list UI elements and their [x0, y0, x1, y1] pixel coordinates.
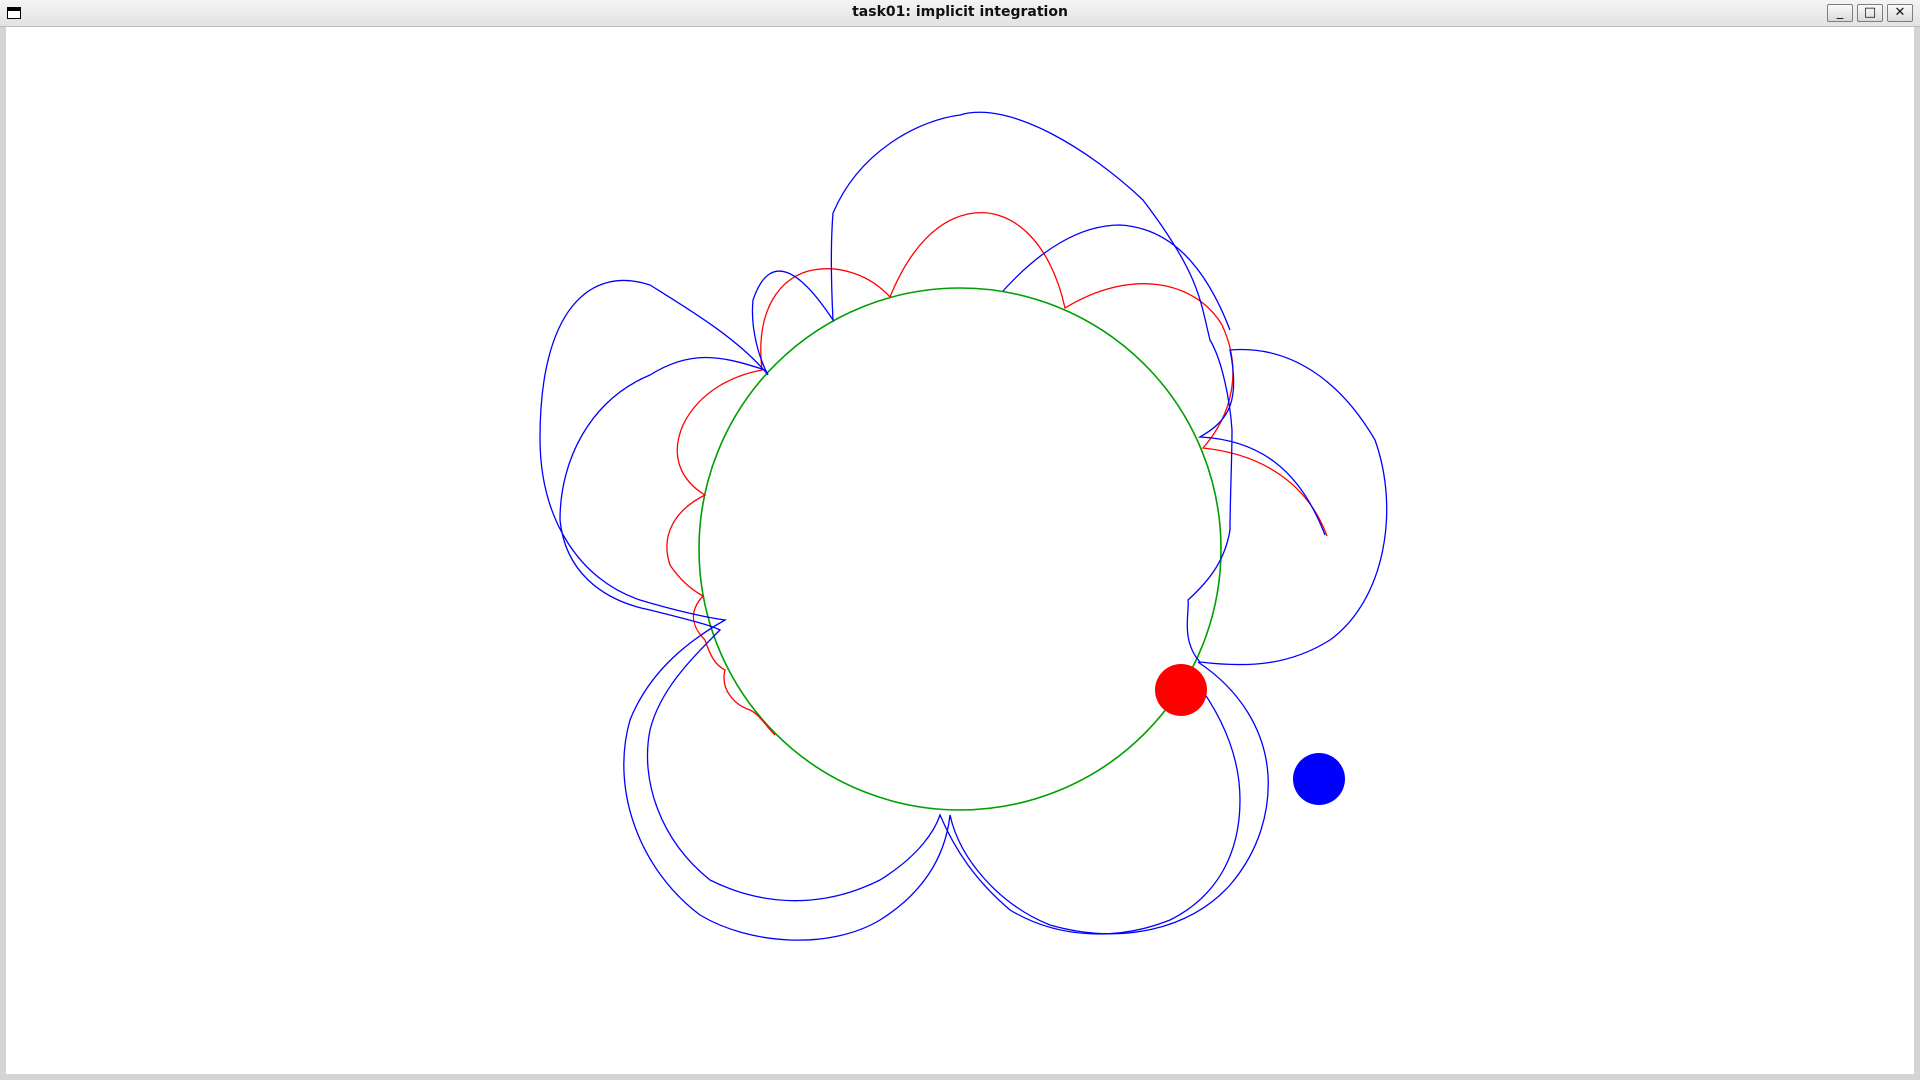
- reference-circle: [698, 287, 1222, 811]
- title-bar[interactable]: task01: implicit integration _ □ ✕: [0, 0, 1920, 27]
- implicit-particle: [1155, 664, 1207, 716]
- implicit-trajectory: [666, 212, 1328, 736]
- window-menu-icon[interactable]: [7, 7, 21, 19]
- explicit-trajectory-inner: [559, 356, 1241, 935]
- simulation-canvas[interactable]: [6, 27, 1914, 1074]
- minimize-button[interactable]: _: [1827, 4, 1853, 22]
- explicit-trajectory: [539, 111, 1388, 941]
- window-title: task01: implicit integration: [852, 4, 1068, 20]
- close-button[interactable]: ✕: [1887, 4, 1913, 22]
- explicit-particle: [1293, 753, 1345, 805]
- simulation-drawing: [539, 111, 1388, 941]
- explicit-trajectory-top: [1002, 224, 1231, 331]
- maximize-button[interactable]: □: [1857, 4, 1883, 22]
